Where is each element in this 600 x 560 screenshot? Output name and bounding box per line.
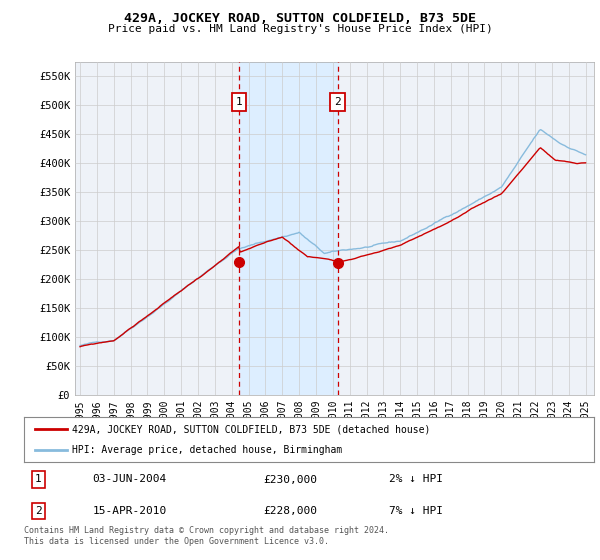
Text: 7% ↓ HPI: 7% ↓ HPI	[389, 506, 443, 516]
Text: Price paid vs. HM Land Registry's House Price Index (HPI): Price paid vs. HM Land Registry's House …	[107, 24, 493, 34]
Text: 03-JUN-2004: 03-JUN-2004	[92, 474, 167, 484]
Text: 1: 1	[235, 97, 242, 107]
Text: 429A, JOCKEY ROAD, SUTTON COLDFIELD, B73 5DE: 429A, JOCKEY ROAD, SUTTON COLDFIELD, B73…	[124, 12, 476, 25]
Text: 2: 2	[35, 506, 41, 516]
Text: £230,000: £230,000	[263, 474, 317, 484]
Text: 15-APR-2010: 15-APR-2010	[92, 506, 167, 516]
Text: Contains HM Land Registry data © Crown copyright and database right 2024.
This d: Contains HM Land Registry data © Crown c…	[24, 526, 389, 546]
Bar	[239, 62, 338, 395]
Text: £228,000: £228,000	[263, 506, 317, 516]
Text: 1: 1	[35, 474, 41, 484]
Text: 2: 2	[334, 97, 341, 107]
Text: HPI: Average price, detached house, Birmingham: HPI: Average price, detached house, Birm…	[73, 445, 343, 455]
Text: 2% ↓ HPI: 2% ↓ HPI	[389, 474, 443, 484]
Text: 429A, JOCKEY ROAD, SUTTON COLDFIELD, B73 5DE (detached house): 429A, JOCKEY ROAD, SUTTON COLDFIELD, B73…	[73, 424, 431, 435]
